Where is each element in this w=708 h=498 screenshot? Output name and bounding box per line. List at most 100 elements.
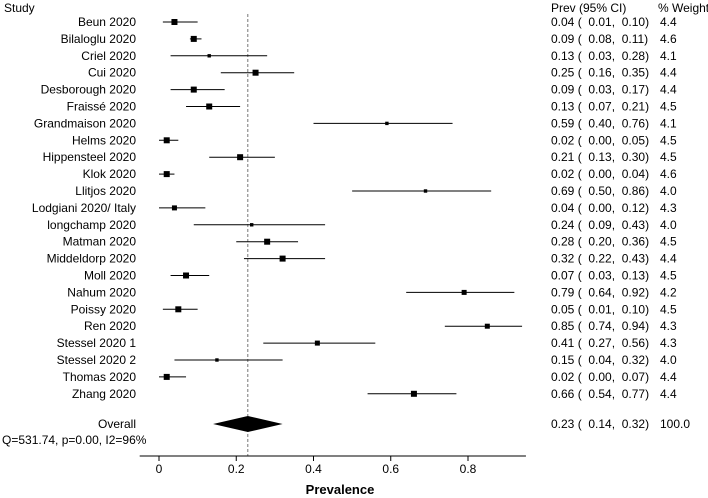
weight-label: 4.4 [660, 15, 677, 29]
study-row: Thomas 2020 0.02 ( 0.00, 0.07) 4.4 [63, 370, 677, 384]
x-axis-title: Prevalence [306, 482, 375, 497]
weight-label: 4.5 [660, 100, 677, 114]
weight-label: 4.0 [660, 218, 677, 232]
study-row: longchamp 2020 0.24 ( 0.09, 0.43) 4.0 [47, 218, 677, 232]
point-estimate [175, 306, 182, 313]
prev-ci-label: 0.28 ( 0.20, 0.36) [551, 235, 649, 249]
weight-header: % Weight [658, 1, 708, 15]
prev-ci-label: 0.79 ( 0.64, 0.92) [551, 285, 649, 299]
study-name: Moll 2020 [84, 269, 136, 283]
prev-ci-label: 0.25 ( 0.16, 0.35) [551, 66, 649, 80]
study-name: Zhang 2020 [72, 387, 136, 401]
point-estimate [207, 54, 211, 58]
study-name: Grandmaison 2020 [34, 116, 136, 130]
study-row: Klok 2020 0.02 ( 0.00, 0.04) 4.6 [83, 167, 677, 181]
weight-label: 4.3 [660, 201, 677, 215]
prev-ci-label: 0.15 ( 0.04, 0.32) [551, 353, 649, 367]
overall-prev-ci-label: 0.23 ( 0.14, 0.32) [551, 417, 649, 431]
weight-label: 4.3 [660, 336, 677, 350]
weight-label: 4.0 [660, 353, 677, 367]
prev-ci-label: 0.07 ( 0.03, 0.13) [551, 269, 649, 283]
overall-row: Overall 0.23 ( 0.14, 0.32) 100.0 [98, 416, 690, 432]
study-name: Ren 2020 [84, 319, 136, 333]
prev-ci-label: 0.59 ( 0.40, 0.76) [551, 116, 649, 130]
study-name: Poissy 2020 [71, 302, 137, 316]
study-row: Bilaloglu 2020 0.09 ( 0.08, 0.11) 4.6 [61, 32, 677, 46]
prev-ci-label: 0.02 ( 0.00, 0.04) [551, 167, 649, 181]
weight-label: 4.5 [660, 269, 677, 283]
study-row: Zhang 2020 0.66 ( 0.54, 0.77) 4.4 [72, 387, 677, 401]
study-name: Stessel 2020 2 [57, 353, 137, 367]
study-name: Nahum 2020 [67, 285, 136, 299]
study-row: Fraissé 2020 0.13 ( 0.07, 0.21) 4.5 [67, 100, 677, 114]
point-estimate [279, 255, 286, 262]
point-estimate [190, 86, 197, 93]
weight-label: 4.5 [660, 302, 677, 316]
point-estimate [484, 323, 490, 329]
weight-label: 4.4 [660, 83, 677, 97]
weight-label: 4.0 [660, 184, 677, 198]
study-row: Helms 2020 0.02 ( 0.00, 0.05) 4.5 [72, 133, 677, 147]
prev-ci-label: 0.24 ( 0.09, 0.43) [551, 218, 649, 232]
study-row: Lodgiani 2020/ Italy 0.04 ( 0.00, 0.12) 4.… [32, 201, 677, 215]
study-name: Stessel 2020 1 [57, 336, 137, 350]
weight-label: 4.5 [660, 235, 677, 249]
overall-weight-label: 100.0 [660, 417, 690, 431]
point-estimate [252, 69, 259, 76]
study-row: Criel 2020 0.13 ( 0.03, 0.28) 4.1 [81, 49, 677, 63]
prev-ci-label: 0.02 ( 0.00, 0.05) [551, 133, 649, 147]
overall-diamond [213, 416, 283, 432]
study-row: Nahum 2020 0.79 ( 0.64, 0.92) 4.2 [67, 285, 677, 299]
weight-label: 4.6 [660, 32, 677, 46]
study-row: Llitjos 2020 0.69 ( 0.50, 0.86) 4.0 [75, 184, 677, 198]
study-name: Fraissé 2020 [67, 100, 137, 114]
prev-ci-label: 0.85 ( 0.74, 0.94) [551, 319, 649, 333]
study-row: Ren 2020 0.85 ( 0.74, 0.94) 4.3 [84, 319, 677, 333]
prev-header: Prev (95% CI) [551, 1, 626, 15]
point-estimate [190, 35, 197, 42]
x-tick-label: 0 [156, 462, 163, 476]
study-name: Desborough 2020 [41, 83, 137, 97]
study-row: Moll 2020 0.07 ( 0.03, 0.13) 4.5 [84, 269, 677, 283]
point-estimate [385, 121, 389, 126]
prev-ci-label: 0.02 ( 0.00, 0.07) [551, 370, 649, 384]
study-name: Middeldorp 2020 [47, 252, 137, 266]
prev-ci-label: 0.21 ( 0.13, 0.30) [551, 150, 649, 164]
prev-ci-label: 0.32 ( 0.22, 0.43) [551, 252, 649, 266]
study-header: Study [4, 1, 35, 15]
study-row: Poissy 2020 0.05 ( 0.01, 0.10) 4.5 [71, 302, 677, 316]
weight-label: 4.5 [660, 150, 677, 164]
x-tick-label: 0.6 [382, 462, 399, 476]
weight-label: 4.6 [660, 167, 677, 181]
study-rows: Beun 2020 0.04 ( 0.01, 0.10) 4.4 Bilaloglu … [32, 15, 677, 401]
heterogeneity-label: Q=531.74, p=0.00, I2=96% [2, 433, 147, 447]
point-estimate [423, 189, 428, 193]
point-estimate [264, 238, 271, 245]
point-estimate [314, 340, 320, 346]
weight-label: 4.3 [660, 319, 677, 333]
prev-ci-label: 0.69 ( 0.50, 0.86) [551, 184, 649, 198]
point-estimate [183, 272, 190, 279]
point-estimate [215, 358, 219, 362]
prev-ci-label: 0.04 ( 0.00, 0.12) [551, 201, 649, 215]
x-tick-label: 0.2 [228, 462, 245, 476]
study-name: Klok 2020 [83, 167, 137, 181]
prev-ci-label: 0.05 ( 0.01, 0.10) [551, 302, 649, 316]
point-estimate [163, 171, 170, 178]
point-estimate [171, 205, 177, 211]
study-name: Hippensteel 2020 [43, 150, 137, 164]
study-row: Matman 2020 0.28 ( 0.20, 0.36) 4.5 [63, 235, 677, 249]
study-row: Middeldorp 2020 0.32 ( 0.22, 0.43) 4.4 [47, 252, 677, 266]
study-row: Desborough 2020 0.09 ( 0.03, 0.17) 4.4 [41, 83, 677, 97]
weight-label: 4.4 [660, 387, 677, 401]
study-name: Criel 2020 [81, 49, 136, 63]
weight-label: 4.1 [660, 116, 677, 130]
prev-ci-label: 0.09 ( 0.03, 0.17) [551, 83, 649, 97]
x-tick-label: 0.8 [460, 462, 477, 476]
point-estimate [163, 373, 170, 380]
weight-label: 4.2 [660, 285, 677, 299]
study-row: Beun 2020 0.04 ( 0.01, 0.10) 4.4 [78, 15, 677, 29]
study-row: Hippensteel 2020 0.21 ( 0.13, 0.30) 4.5 [43, 150, 677, 164]
prev-ci-label: 0.04 ( 0.01, 0.10) [551, 15, 649, 29]
